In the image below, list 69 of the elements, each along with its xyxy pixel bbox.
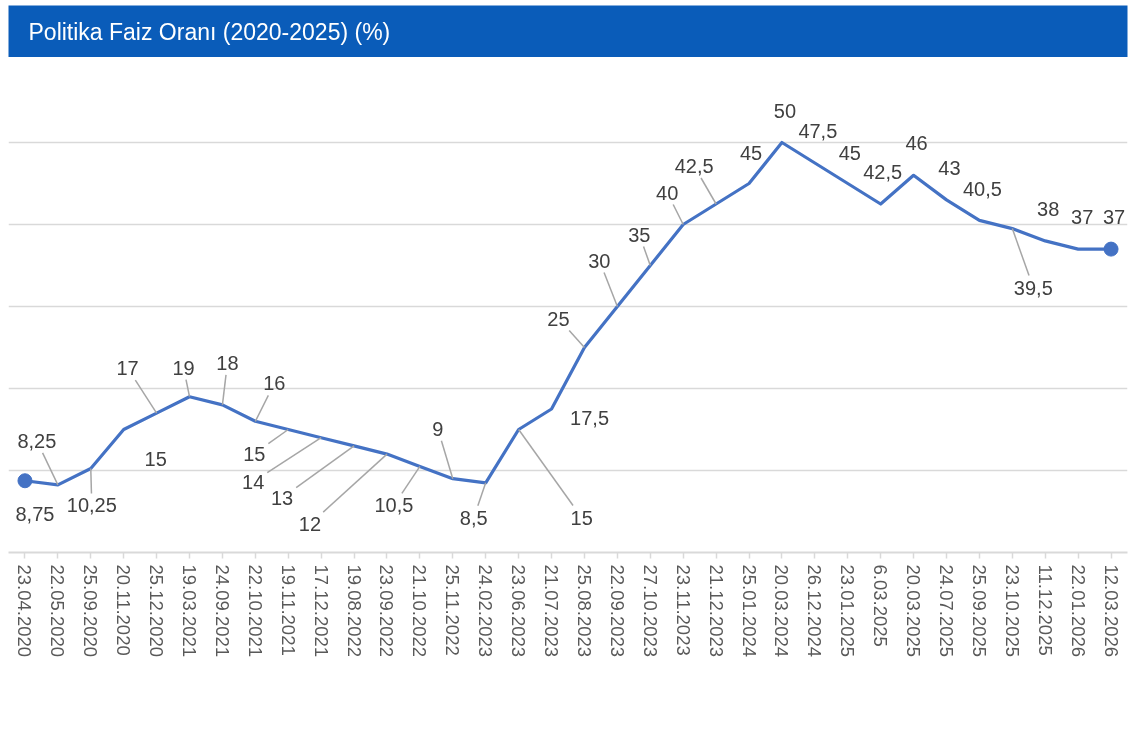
- data-label: 30: [588, 249, 611, 272]
- data-label: 9: [432, 417, 444, 440]
- x-tick-label: 20.11.2020: [113, 564, 135, 656]
- x-tick-label: 23.04.2020: [14, 564, 36, 658]
- data-label: 50: [773, 99, 797, 122]
- data-label: 10,25: [66, 494, 117, 517]
- x-tick-label: 24.07.2025: [935, 564, 957, 658]
- data-label: 37: [1071, 206, 1094, 229]
- data-label: 43: [938, 156, 961, 179]
- data-label: 8,25: [17, 429, 57, 452]
- data-label: 47,5: [798, 120, 838, 142]
- data-label: 13: [270, 486, 294, 509]
- x-tick-label: 17.12.2021: [310, 564, 332, 658]
- data-label: 17: [116, 357, 139, 380]
- data-label: 37: [1102, 206, 1126, 229]
- x-tick-label: 22.09.2023: [606, 564, 628, 658]
- data-label: 45: [838, 141, 861, 164]
- x-tick-label: 26.12.2024: [804, 564, 826, 658]
- x-tick-label: 22.05.2020: [47, 564, 69, 658]
- data-label: 19: [172, 356, 195, 379]
- x-tick-label: 12.03.2026: [1100, 564, 1122, 658]
- x-tick-label: 11.12.2025: [1034, 564, 1056, 656]
- data-label: 38: [1037, 197, 1060, 220]
- chart-title: Politika Faiz Oranı (2020-2025) (%): [28, 18, 391, 45]
- x-tick-label: 25.08.2023: [573, 564, 595, 658]
- x-tick-label: 27.10.2023: [639, 564, 661, 658]
- x-tick-label: 23.10.2025: [1001, 564, 1023, 658]
- x-tick-label: 19.11.2021: [277, 564, 299, 656]
- x-tick-label: 23.01.2025: [837, 564, 859, 658]
- data-label: 12: [298, 513, 322, 536]
- data-label: 40,5: [962, 178, 1002, 201]
- x-tick-label: 19.03.2021: [179, 564, 201, 658]
- data-label: 15: [144, 447, 167, 470]
- data-label: 16: [263, 372, 286, 395]
- x-tick-label: 25.09.2025: [968, 564, 990, 658]
- x-tick-label: 25.01.2024: [738, 564, 760, 658]
- data-label: 15: [243, 442, 266, 465]
- x-tick-label: 6.03.2025: [870, 564, 892, 647]
- data-label: 39,5: [1013, 276, 1053, 299]
- x-tick-label: 21.07.2023: [541, 564, 563, 658]
- data-label: 15: [570, 506, 593, 529]
- x-tick-label: 19.08.2022: [343, 564, 365, 658]
- data-label: 8,75: [15, 502, 55, 525]
- data-label: 10,5: [374, 494, 414, 517]
- x-tick-label: 21.12.2023: [705, 564, 727, 658]
- data-label: 46: [905, 132, 928, 155]
- x-tick-label: 21.10.2022: [409, 564, 431, 658]
- x-tick-label: 24.02.2023: [475, 564, 497, 658]
- data-label: 17,5: [570, 407, 610, 429]
- data-label: 40: [656, 181, 679, 204]
- x-tick-label: 25.11.2022: [442, 564, 464, 656]
- x-tick-label: 23.09.2022: [376, 564, 398, 658]
- data-label: 45: [739, 141, 763, 164]
- x-tick-label: 24.09.2021: [211, 564, 233, 658]
- x-tick-label: 20.03.2025: [903, 564, 925, 658]
- x-tick-label: 23.11.2023: [672, 564, 694, 656]
- x-tick-label: 23.06.2023: [508, 564, 530, 658]
- data-label: 35: [628, 223, 651, 246]
- x-tick-label: 22.10.2021: [244, 564, 266, 658]
- x-tick-label: 20.03.2024: [771, 564, 793, 658]
- data-label: 42,5: [863, 161, 903, 183]
- data-label: 14: [242, 470, 265, 493]
- data-label: 8,5: [459, 506, 488, 529]
- x-tick-label: 25.09.2020: [80, 564, 102, 658]
- data-label: 42,5: [674, 155, 714, 177]
- data-label: 18: [216, 351, 239, 374]
- x-tick-label: 25.12.2020: [146, 564, 168, 658]
- data-label: 25: [547, 307, 570, 330]
- x-tick-label: 22.01.2026: [1067, 564, 1089, 658]
